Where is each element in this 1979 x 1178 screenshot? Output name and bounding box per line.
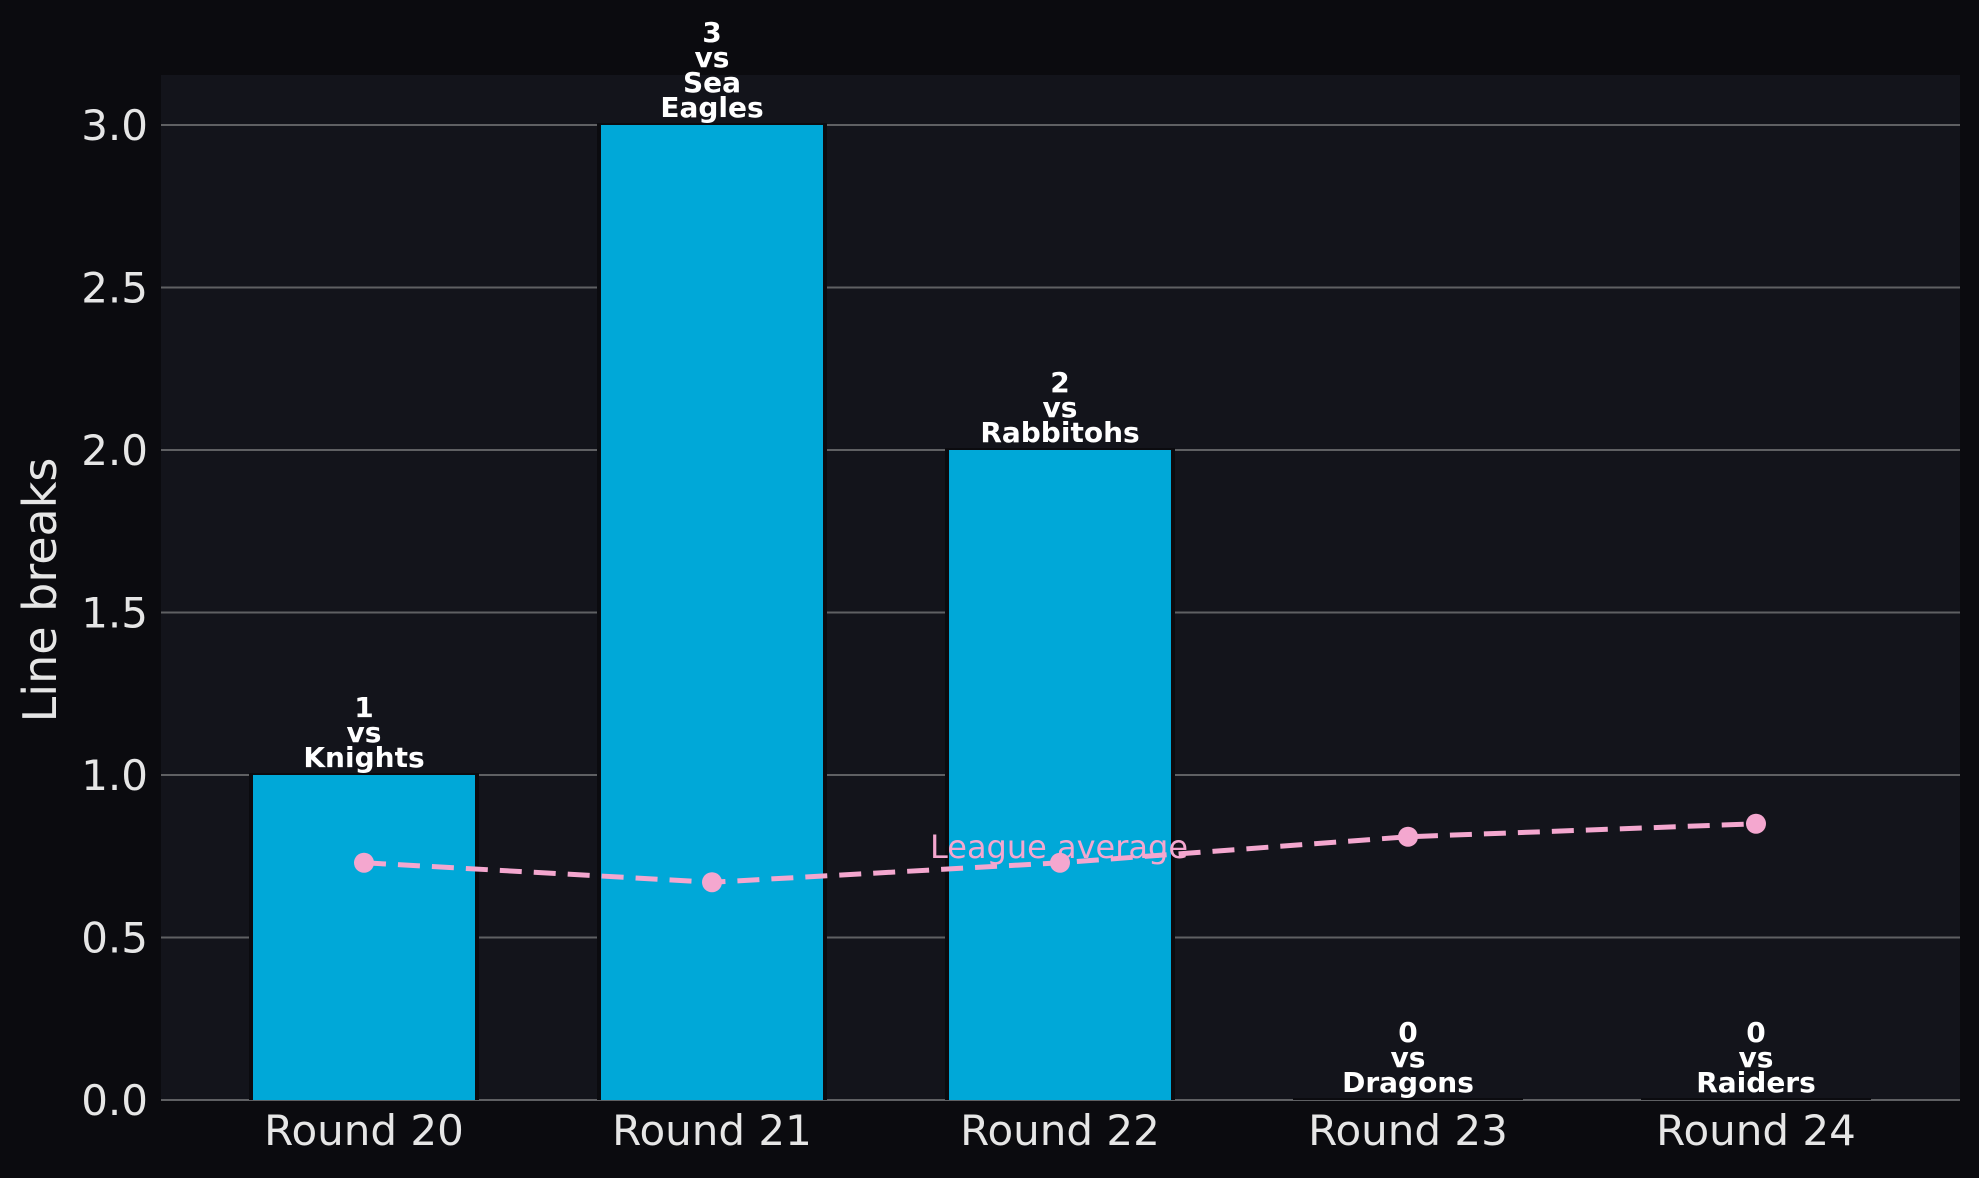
bar-label-line: Dragons [1342, 1066, 1474, 1099]
average-point [1746, 813, 1766, 834]
bar-label-line: 0 [1746, 1016, 1765, 1049]
y-tick-label: 1.0 [81, 751, 148, 800]
y-tick-label: 3.0 [81, 101, 148, 150]
bar-label-line: vs [1043, 391, 1078, 424]
y-tick-label: 0.5 [81, 914, 148, 963]
bars [249, 123, 1871, 1100]
bar-label-line: Sea [683, 66, 741, 99]
bar-value-label: 0 vs Raiders [1696, 1016, 1816, 1099]
bar-label-line: Raiders [1696, 1066, 1816, 1099]
bar-label-line: vs [347, 716, 382, 749]
bar [601, 125, 823, 1100]
bar [253, 775, 475, 1100]
y-tick-label: 2.0 [81, 426, 148, 475]
bar-label-line: Rabbitohs [980, 416, 1139, 449]
x-tick-label: Round 22 [960, 1106, 1160, 1155]
average-point [702, 872, 722, 893]
bar-label-line: 2 [1050, 366, 1069, 399]
bar-label-line: 1 [354, 691, 373, 724]
bar-label-line: 3 [702, 16, 721, 49]
bar [949, 450, 1171, 1100]
x-tick-label: Round 20 [264, 1106, 464, 1155]
y-tick-label: 2.5 [81, 264, 148, 313]
bar-label-line: 0 [1398, 1016, 1417, 1049]
x-tick-label: Round 23 [1308, 1106, 1508, 1155]
league-average-line [354, 813, 1766, 893]
bar-outline [1641, 1098, 1871, 1100]
average-point [1050, 852, 1070, 873]
bar-value-label: 1 vs Knights [303, 691, 424, 774]
x-tick-label: Round 21 [612, 1106, 812, 1155]
bar-label-line: vs [695, 41, 730, 74]
y-tick-label: 1.5 [81, 589, 148, 638]
bar-label-line: vs [1391, 1041, 1426, 1074]
y-axis-ticks: 0.0 0.5 1.0 1.5 2.0 2.5 3.0 [81, 101, 148, 1125]
average-point [354, 852, 374, 873]
bar-label-line: Eagles [660, 91, 763, 124]
bar-outline [1293, 1098, 1523, 1100]
bar-value-label: 2 vs Rabbitohs [980, 366, 1139, 449]
y-axis-title: Line breaks [13, 458, 67, 723]
bar-value-label: 3 vs Sea Eagles [660, 16, 763, 124]
league-average-label: League average [930, 828, 1188, 866]
bar-value-label: 0 vs Dragons [1342, 1016, 1474, 1099]
x-tick-label: Round 24 [1656, 1106, 1856, 1155]
x-axis-ticks: Round 20 Round 21 Round 22 Round 23 Round 24 [264, 1106, 1856, 1155]
bar-label-line: vs [1739, 1041, 1774, 1074]
y-tick-label: 0.0 [81, 1076, 148, 1125]
bar-label-line: Knights [303, 741, 424, 774]
average-point [1398, 826, 1418, 847]
